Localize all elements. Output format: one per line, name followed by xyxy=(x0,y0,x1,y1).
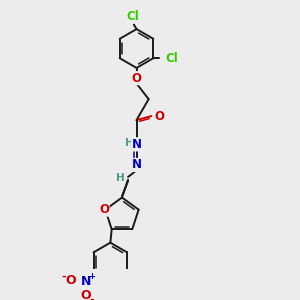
Text: O: O xyxy=(65,274,76,287)
Text: O: O xyxy=(154,110,164,123)
Text: Cl: Cl xyxy=(166,52,178,65)
Text: O: O xyxy=(99,203,109,216)
Text: Cl: Cl xyxy=(126,10,139,23)
Text: N: N xyxy=(131,158,142,172)
Text: -: - xyxy=(61,272,66,282)
Text: O: O xyxy=(81,289,91,300)
Text: N: N xyxy=(81,275,91,288)
Text: H: H xyxy=(124,138,134,148)
Text: H: H xyxy=(116,173,124,183)
Text: N: N xyxy=(131,138,142,151)
Text: -: - xyxy=(90,294,94,300)
Text: O: O xyxy=(131,72,142,85)
Text: +: + xyxy=(88,272,95,281)
